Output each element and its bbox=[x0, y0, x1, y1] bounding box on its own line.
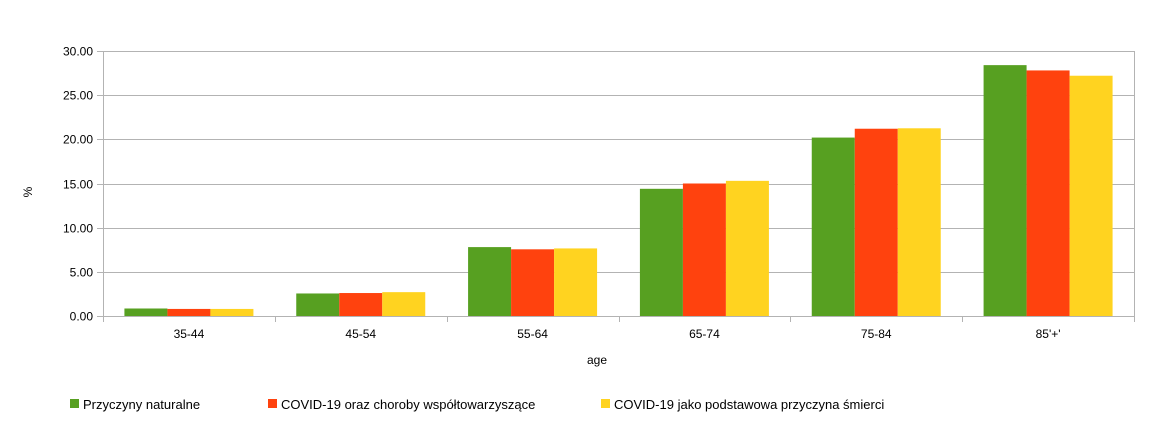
bar bbox=[511, 249, 555, 316]
bar bbox=[854, 128, 898, 316]
legend-label: COVID-19 oraz choroby współtowarzyszące bbox=[281, 397, 535, 412]
x-tick-label: 85'+' bbox=[1036, 327, 1061, 341]
legend-item: COVID-19 oraz choroby współtowarzyszące bbox=[268, 397, 535, 412]
y-tick-label: 30.00 bbox=[63, 45, 93, 59]
y-tick-label: 10.00 bbox=[63, 222, 93, 236]
bar bbox=[124, 308, 168, 316]
x-tick-labels: 35-44 45-54 55-64 65-74 75-84 85'+' bbox=[174, 327, 1061, 341]
bar bbox=[639, 188, 683, 316]
bar bbox=[382, 292, 426, 316]
bar bbox=[983, 65, 1027, 316]
legend-swatch bbox=[70, 399, 79, 408]
x-axis-title: age bbox=[587, 353, 607, 367]
x-tick-label: 55-64 bbox=[517, 327, 548, 341]
bars bbox=[124, 65, 1113, 316]
bar bbox=[468, 247, 512, 316]
bar bbox=[554, 248, 598, 316]
y-tick-label: 0.00 bbox=[70, 310, 94, 324]
legend-item: Przyczyny naturalne bbox=[70, 397, 200, 412]
x-tick-label: 35-44 bbox=[174, 327, 205, 341]
bar bbox=[897, 128, 941, 316]
bar bbox=[296, 293, 340, 316]
legend-item: COVID-19 jako podstawowa przyczyna śmier… bbox=[601, 397, 884, 412]
y-tick-label: 25.00 bbox=[63, 89, 93, 103]
x-tick-label: 75-84 bbox=[861, 327, 892, 341]
legend-swatch bbox=[268, 399, 277, 408]
legend-label: COVID-19 jako podstawowa przyczyna śmier… bbox=[614, 397, 884, 412]
legend-label: Przyczyny naturalne bbox=[83, 397, 200, 412]
bar bbox=[811, 137, 855, 316]
y-tick-labels: 0.00 5.00 10.00 15.00 20.00 25.00 30.00 bbox=[63, 45, 93, 324]
bar bbox=[167, 308, 211, 316]
x-tick-label: 65-74 bbox=[689, 327, 720, 341]
x-tick-label: 45-54 bbox=[345, 327, 376, 341]
legend-swatch bbox=[601, 399, 610, 408]
legend: Przyczyny naturalne COVID-19 oraz choroby… bbox=[70, 397, 884, 412]
y-tick-label: 5.00 bbox=[70, 266, 94, 280]
y-tick-label: 15.00 bbox=[63, 178, 93, 192]
bar bbox=[682, 183, 726, 316]
bar bbox=[1069, 75, 1113, 316]
bar bbox=[725, 180, 769, 316]
axes bbox=[103, 51, 1135, 322]
bar bbox=[339, 293, 383, 316]
bar bbox=[1026, 70, 1070, 316]
grid-lines bbox=[97, 51, 1134, 317]
y-tick-label: 20.00 bbox=[63, 133, 93, 147]
y-axis-title: % bbox=[21, 186, 35, 197]
bar bbox=[210, 308, 254, 316]
